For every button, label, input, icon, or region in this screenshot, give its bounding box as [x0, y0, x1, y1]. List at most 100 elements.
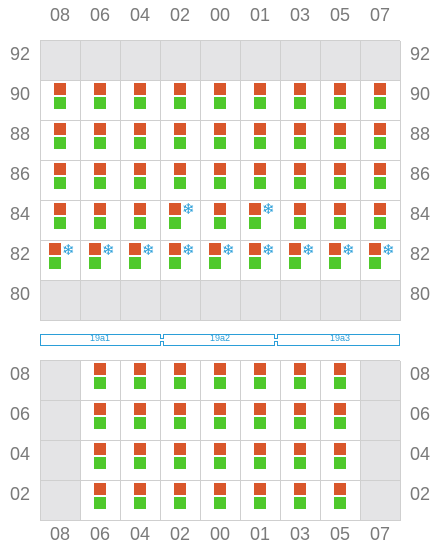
container-slot[interactable] [201, 401, 241, 441]
container-slot[interactable] [161, 161, 201, 201]
empty-slot[interactable] [361, 361, 401, 401]
empty-slot[interactable] [161, 41, 201, 81]
container-slot[interactable] [81, 161, 121, 201]
container-slot[interactable] [121, 161, 161, 201]
container-slot[interactable] [241, 161, 281, 201]
container-slot[interactable] [41, 161, 81, 201]
container-slot[interactable] [41, 201, 81, 241]
tier-label[interactable]: 19a2 [209, 333, 231, 343]
tier-label[interactable]: 19a1 [89, 333, 111, 343]
container-slot[interactable] [281, 401, 321, 441]
empty-slot[interactable] [121, 281, 161, 321]
container-slot[interactable]: ❄ [201, 241, 241, 281]
container-slot[interactable] [321, 201, 361, 241]
container-slot[interactable]: ❄ [241, 241, 281, 281]
empty-slot[interactable] [361, 281, 401, 321]
container-slot[interactable] [321, 361, 361, 401]
empty-slot[interactable] [41, 41, 81, 81]
container-slot[interactable] [281, 81, 321, 121]
container-slot[interactable] [161, 121, 201, 161]
container-slot[interactable] [81, 361, 121, 401]
container-slot[interactable] [81, 201, 121, 241]
container-slot[interactable] [121, 441, 161, 481]
container-slot[interactable] [201, 121, 241, 161]
container-slot[interactable] [121, 361, 161, 401]
container-slot[interactable] [241, 401, 281, 441]
empty-slot[interactable] [201, 41, 241, 81]
container-slot[interactable]: ❄ [281, 241, 321, 281]
container-slot[interactable] [41, 121, 81, 161]
container-slot[interactable] [161, 361, 201, 401]
container-slot[interactable] [201, 361, 241, 401]
empty-slot[interactable] [41, 401, 81, 441]
container-slot[interactable]: ❄ [41, 241, 81, 281]
container-slot[interactable] [281, 201, 321, 241]
container-slot[interactable] [201, 81, 241, 121]
container-slot[interactable] [321, 161, 361, 201]
container-slot[interactable] [281, 361, 321, 401]
container-slot[interactable] [361, 201, 401, 241]
container-slot[interactable] [361, 161, 401, 201]
container-slot[interactable] [81, 441, 121, 481]
empty-slot[interactable] [41, 361, 81, 401]
empty-slot[interactable] [361, 441, 401, 481]
container-slot[interactable]: ❄ [81, 241, 121, 281]
container-slot[interactable] [121, 121, 161, 161]
container-slot[interactable] [41, 81, 81, 121]
empty-slot[interactable] [281, 281, 321, 321]
container-slot[interactable] [321, 81, 361, 121]
empty-slot[interactable] [241, 281, 281, 321]
container-slot[interactable] [81, 121, 121, 161]
container-slot[interactable] [201, 441, 241, 481]
container-slot[interactable] [321, 401, 361, 441]
container-slot[interactable] [81, 481, 121, 521]
container-slot[interactable] [121, 401, 161, 441]
container-slot[interactable] [361, 121, 401, 161]
container-slot[interactable] [161, 481, 201, 521]
container-slot[interactable] [121, 81, 161, 121]
empty-slot[interactable] [321, 281, 361, 321]
empty-slot[interactable] [161, 281, 201, 321]
empty-slot[interactable] [81, 41, 121, 81]
container-slot[interactable] [241, 361, 281, 401]
container-slot[interactable] [121, 481, 161, 521]
empty-slot[interactable] [121, 41, 161, 81]
container-slot[interactable] [161, 81, 201, 121]
empty-slot[interactable] [41, 481, 81, 521]
container-slot[interactable] [81, 81, 121, 121]
container-slot[interactable]: ❄ [241, 201, 281, 241]
container-slot[interactable] [161, 401, 201, 441]
container-slot[interactable] [241, 441, 281, 481]
empty-slot[interactable] [41, 441, 81, 481]
empty-slot[interactable] [361, 41, 401, 81]
container-slot[interactable] [321, 481, 361, 521]
container-slot[interactable]: ❄ [161, 201, 201, 241]
container-slot[interactable] [121, 201, 161, 241]
container-slot[interactable] [361, 81, 401, 121]
empty-slot[interactable] [81, 281, 121, 321]
container-slot[interactable]: ❄ [121, 241, 161, 281]
empty-slot[interactable] [281, 41, 321, 81]
container-slot[interactable] [321, 441, 361, 481]
container-slot[interactable] [201, 161, 241, 201]
empty-slot[interactable] [241, 41, 281, 81]
empty-slot[interactable] [201, 281, 241, 321]
container-slot[interactable] [241, 81, 281, 121]
empty-slot[interactable] [41, 281, 81, 321]
empty-slot[interactable] [321, 41, 361, 81]
container-slot[interactable] [201, 481, 241, 521]
container-slot[interactable] [201, 201, 241, 241]
container-slot[interactable] [281, 441, 321, 481]
tier-label[interactable]: 19a3 [329, 333, 351, 343]
container-slot[interactable] [241, 481, 281, 521]
container-slot[interactable] [281, 481, 321, 521]
container-slot[interactable]: ❄ [161, 241, 201, 281]
container-slot[interactable] [281, 161, 321, 201]
empty-slot[interactable] [361, 401, 401, 441]
container-slot[interactable] [81, 401, 121, 441]
empty-slot[interactable] [361, 481, 401, 521]
container-slot[interactable]: ❄ [321, 241, 361, 281]
container-slot[interactable] [321, 121, 361, 161]
container-slot[interactable] [241, 121, 281, 161]
container-slot[interactable] [281, 121, 321, 161]
